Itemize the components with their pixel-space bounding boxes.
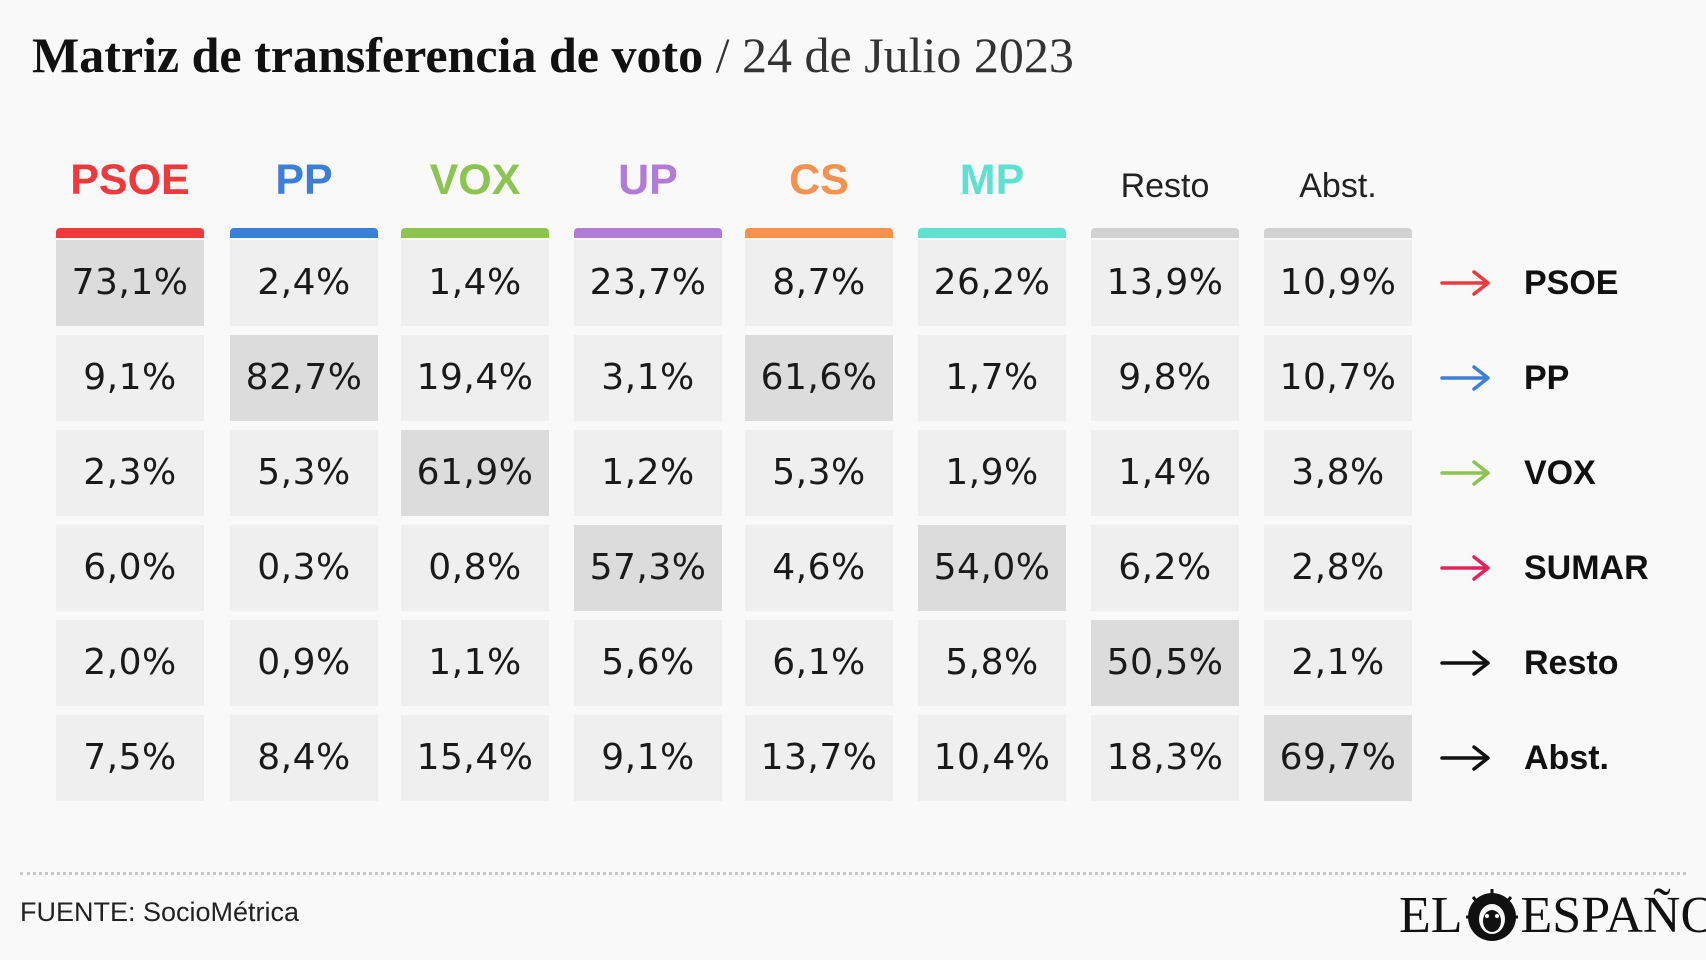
title-main: Matriz de transferencia de voto [32,27,704,83]
column-color-bar-4 [574,228,722,238]
matrix-cell-r2-c1: 9,1% [56,335,204,421]
title-separator: / [715,27,730,83]
logo-text-right: ESPAÑOL [1520,887,1706,944]
matrix-cell-r1-c1: 73,1% [56,240,204,326]
matrix-cell-r6-c6: 10,4% [918,715,1066,801]
lion-icon [1465,889,1518,941]
matrix-cell-r6-c5: 13,7% [745,715,893,801]
matrix-cell-r5-c3: 1,1% [401,620,549,706]
row-label-4: SUMAR [1524,549,1649,587]
matrix-cell-r6-c3: 15,4% [401,715,549,801]
matrix-cell-r1-c7: 13,9% [1091,240,1239,326]
matrix-cell-r2-c6: 1,7% [918,335,1066,421]
row-arrow-icon-3 [1440,460,1490,486]
column-color-bar-5 [745,228,893,238]
column-header-3: VOX [429,156,521,204]
matrix-cell-r2-c3: 19,4% [401,335,549,421]
column-header-1: PSOE [70,156,190,204]
row-label-5: Resto [1524,644,1619,682]
matrix-cell-r6-c8: 69,7% [1264,715,1412,801]
row-arrow-icon-4 [1440,555,1490,581]
row-arrow-icon-2 [1440,365,1490,391]
column-header-4: UP [618,156,678,204]
matrix-cell-r1-c6: 26,2% [918,240,1066,326]
matrix-cell-r5-c8: 2,1% [1264,620,1412,706]
matrix-cell-r6-c1: 7,5% [56,715,204,801]
page-title: Matriz de transferencia de voto / 24 de … [32,24,1074,86]
matrix-cell-r5-c1: 2,0% [56,620,204,706]
row-label-3: VOX [1524,454,1596,492]
el-espanol-logo: EL ESPAÑOL [1399,887,1706,945]
matrix-cell-r2-c2: 82,7% [230,335,378,421]
matrix-cell-r4-c2: 0,3% [230,525,378,611]
matrix-cell-r3-c3: 61,9% [401,430,549,516]
matrix-cell-r4-c5: 4,6% [745,525,893,611]
matrix-cell-r6-c4: 9,1% [574,715,722,801]
matrix-cell-r3-c6: 1,9% [918,430,1066,516]
row-arrow-icon-1 [1440,270,1490,296]
matrix-cell-r2-c8: 10,7% [1264,335,1412,421]
matrix-cell-r1-c8: 10,9% [1264,240,1412,326]
column-header-8: Abst. [1299,167,1377,205]
matrix-cell-r1-c3: 1,4% [401,240,549,326]
matrix-cell-r4-c3: 0,8% [401,525,549,611]
row-arrow-icon-5 [1440,650,1490,676]
matrix-cell-r2-c5: 61,6% [745,335,893,421]
matrix-cell-r2-c7: 9,8% [1091,335,1239,421]
row-label-2: PP [1524,359,1570,397]
matrix-cell-r5-c7: 50,5% [1091,620,1239,706]
matrix-cell-r4-c6: 54,0% [918,525,1066,611]
matrix-cell-r2-c4: 3,1% [574,335,722,421]
column-color-bar-3 [401,228,549,238]
matrix-cell-r3-c8: 3,8% [1264,430,1412,516]
matrix-cell-r5-c4: 5,6% [574,620,722,706]
column-header-2: PP [275,156,333,204]
matrix-cell-r3-c5: 5,3% [745,430,893,516]
column-color-bar-8 [1264,228,1412,238]
matrix-cell-r6-c7: 18,3% [1091,715,1239,801]
column-color-bar-2 [230,228,378,238]
matrix-cell-r4-c4: 57,3% [574,525,722,611]
matrix-cell-r6-c2: 8,4% [230,715,378,801]
source-credit: FUENTE: SocioMétrica [20,897,300,927]
footer-divider [20,872,1686,875]
column-header-5: CS [789,156,849,204]
row-label-1: PSOE [1524,264,1619,302]
column-header-7: Resto [1120,167,1210,205]
column-color-bar-7 [1091,228,1239,238]
matrix-cell-r3-c4: 1,2% [574,430,722,516]
matrix-cell-r4-c8: 2,8% [1264,525,1412,611]
matrix-cell-r1-c4: 23,7% [574,240,722,326]
column-color-bar-1 [56,228,204,238]
matrix-cell-r4-c1: 6,0% [56,525,204,611]
row-arrow-icon-6 [1440,745,1490,771]
column-color-bar-6 [918,228,1066,238]
matrix-cell-r5-c6: 5,8% [918,620,1066,706]
matrix-cell-r5-c5: 6,1% [745,620,893,706]
matrix-cell-r3-c7: 1,4% [1091,430,1239,516]
transfer-matrix: PSOE PP VOX UP CS MP Resto Abst. 73,1% 2,4% 1,4% 23… [56,156,1649,801]
column-header-6: MP [959,156,1025,204]
matrix-cell-r5-c2: 0,9% [230,620,378,706]
matrix-cell-r4-c7: 6,2% [1091,525,1239,611]
matrix-cell-r3-c1: 2,3% [56,430,204,516]
matrix-cell-r1-c5: 8,7% [745,240,893,326]
matrix-cell-r1-c2: 2,4% [230,240,378,326]
matrix-cell-r3-c2: 5,3% [230,430,378,516]
title-date: 24 de Julio 2023 [742,27,1074,83]
logo-text-left: EL [1399,887,1463,944]
row-label-6: Abst. [1524,739,1609,777]
